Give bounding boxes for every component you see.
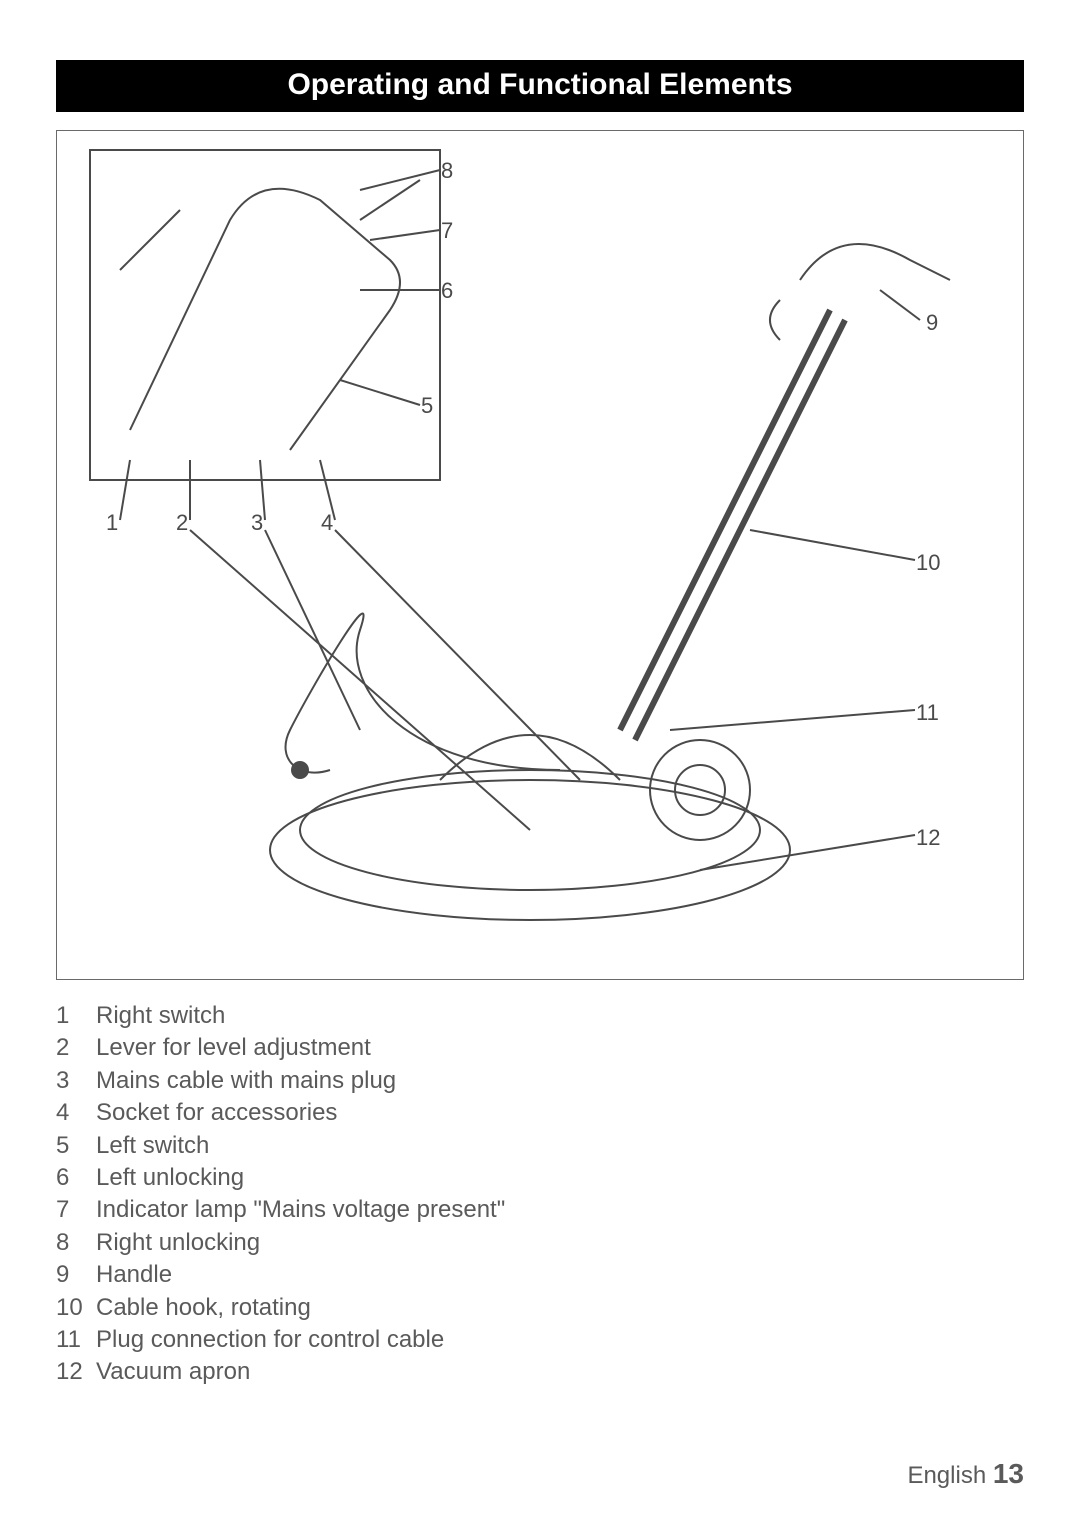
- legend-row: 12Vacuum apron: [56, 1356, 1024, 1388]
- legend-number: 6: [56, 1162, 96, 1194]
- legend-label: Mains cable with mains plug: [96, 1065, 1024, 1097]
- legend-row: 11Plug connection for control cable: [56, 1324, 1024, 1356]
- legend-number: 10: [56, 1292, 96, 1324]
- legend-label: Handle: [96, 1259, 1024, 1291]
- legend-number: 11: [56, 1324, 96, 1356]
- legend-number: 1: [56, 1000, 96, 1032]
- legend-number: 3: [56, 1065, 96, 1097]
- legend-row: 1Right switch: [56, 1000, 1024, 1032]
- legend-number: 12: [56, 1356, 96, 1388]
- page-footer: English 13: [907, 1458, 1024, 1490]
- legend-number: 7: [56, 1194, 96, 1226]
- legend-label: Lever for level adjustment: [96, 1032, 1024, 1064]
- legend-row: 2Lever for level adjustment: [56, 1032, 1024, 1064]
- parts-legend: 1Right switch2Lever for level adjustment…: [56, 1000, 1024, 1389]
- legend-row: 5Left switch: [56, 1130, 1024, 1162]
- legend-label: Left switch: [96, 1130, 1024, 1162]
- legend-label: Left unlocking: [96, 1162, 1024, 1194]
- legend-number: 5: [56, 1130, 96, 1162]
- legend-label: Right switch: [96, 1000, 1024, 1032]
- legend-label: Socket for accessories: [96, 1097, 1024, 1129]
- diagram-container: [56, 130, 1024, 980]
- legend-row: 8Right unlocking: [56, 1227, 1024, 1259]
- legend-label: Right unlocking: [96, 1227, 1024, 1259]
- legend-row: 7Indicator lamp "Mains voltage present": [56, 1194, 1024, 1226]
- section-title: Operating and Functional Elements: [56, 60, 1024, 112]
- legend-label: Plug connection for control cable: [96, 1324, 1024, 1356]
- legend-row: 6Left unlocking: [56, 1162, 1024, 1194]
- legend-row: 3Mains cable with mains plug: [56, 1065, 1024, 1097]
- legend-label: Cable hook, rotating: [96, 1292, 1024, 1324]
- legend-label: Vacuum apron: [96, 1356, 1024, 1388]
- footer-page-number: 13: [993, 1458, 1024, 1489]
- legend-number: 9: [56, 1259, 96, 1291]
- legend-row: 9Handle: [56, 1259, 1024, 1291]
- machine-diagram: [60, 130, 1020, 980]
- legend-row: 4Socket for accessories: [56, 1097, 1024, 1129]
- footer-language: English: [907, 1462, 986, 1489]
- legend-number: 4: [56, 1097, 96, 1129]
- legend-number: 2: [56, 1032, 96, 1064]
- legend-number: 8: [56, 1227, 96, 1259]
- legend-row: 10Cable hook, rotating: [56, 1292, 1024, 1324]
- legend-label: Indicator lamp "Mains voltage present": [96, 1194, 1024, 1226]
- manual-page: Operating and Functional Elements: [0, 0, 1080, 1532]
